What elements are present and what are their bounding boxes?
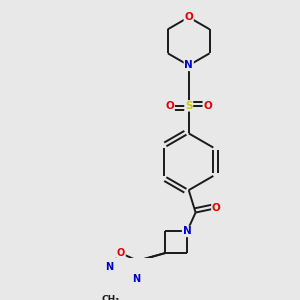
Text: N: N <box>132 274 140 284</box>
Text: N: N <box>183 226 191 236</box>
Text: S: S <box>185 101 193 111</box>
Text: O: O <box>117 248 125 258</box>
Text: N: N <box>105 262 113 272</box>
Text: O: O <box>165 101 174 111</box>
Text: O: O <box>212 203 220 213</box>
Text: N: N <box>184 60 193 70</box>
Text: CH₃: CH₃ <box>101 296 119 300</box>
Text: O: O <box>184 12 193 22</box>
Text: O: O <box>203 101 212 111</box>
